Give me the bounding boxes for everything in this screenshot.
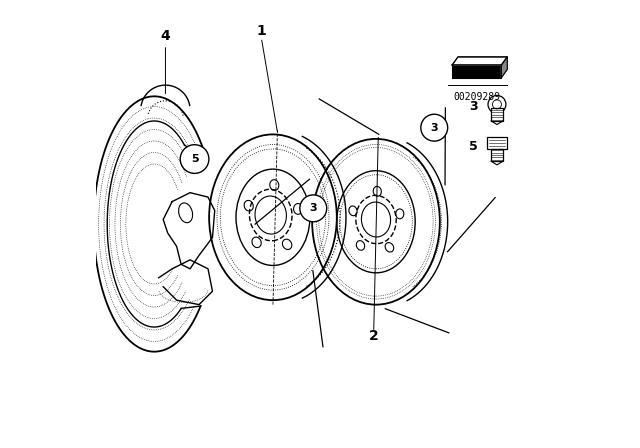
FancyBboxPatch shape — [452, 65, 502, 78]
FancyBboxPatch shape — [491, 149, 503, 161]
Polygon shape — [502, 57, 508, 78]
Text: 5: 5 — [469, 140, 478, 153]
Text: 3: 3 — [310, 203, 317, 213]
Text: 3: 3 — [470, 99, 478, 113]
Text: 00209289: 00209289 — [453, 92, 500, 102]
Text: 3: 3 — [431, 123, 438, 133]
Text: 5: 5 — [191, 154, 198, 164]
Circle shape — [300, 195, 327, 222]
Circle shape — [488, 95, 506, 113]
FancyBboxPatch shape — [491, 108, 503, 121]
Text: 2: 2 — [369, 329, 379, 343]
Circle shape — [421, 114, 448, 141]
Text: 1: 1 — [257, 24, 267, 39]
Circle shape — [180, 145, 209, 173]
Polygon shape — [452, 57, 508, 65]
Text: 4: 4 — [161, 29, 170, 43]
FancyBboxPatch shape — [486, 137, 508, 149]
